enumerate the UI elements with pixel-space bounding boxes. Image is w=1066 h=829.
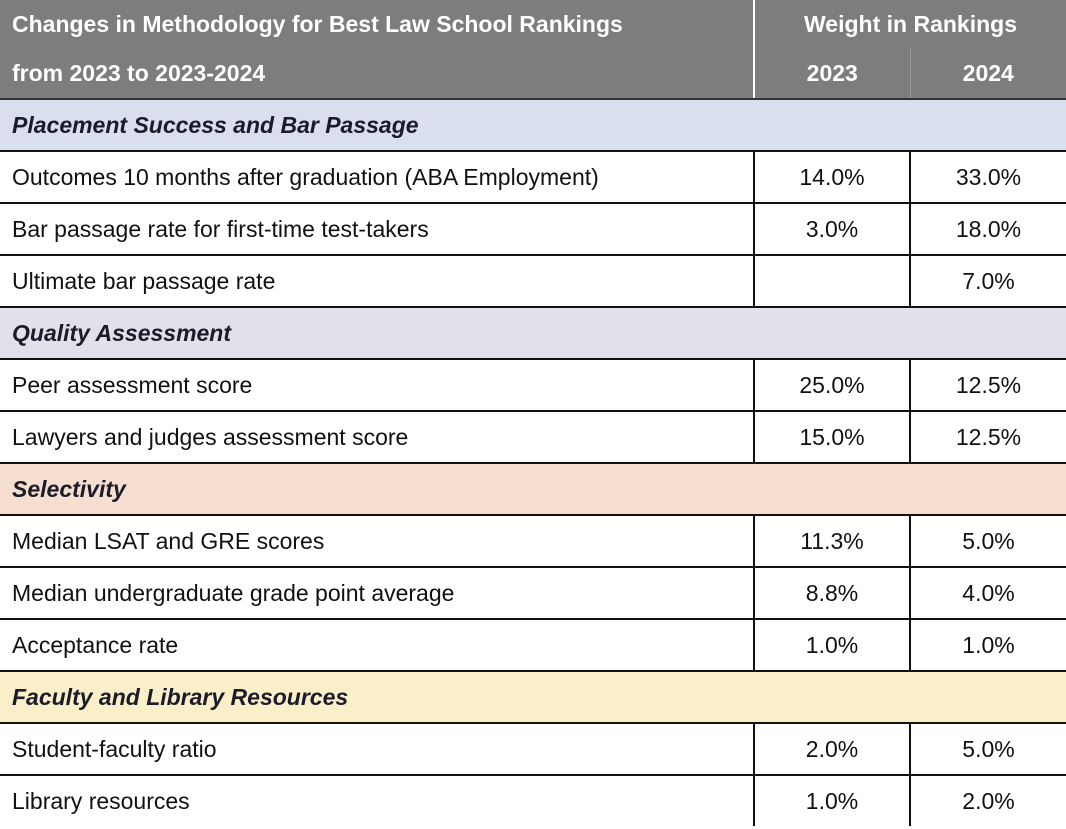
row-label: Ultimate bar passage rate (0, 254, 754, 307)
section-title: Faculty and Library Resources (0, 670, 1066, 723)
value-2023: 2.0% (753, 722, 910, 775)
year-2023-header: 2023 (753, 49, 910, 100)
table-row: Peer assessment score 25.0% 12.5% (0, 358, 1066, 411)
table-row: Ultimate bar passage rate 7.0% (0, 254, 1066, 307)
value-2023: 1.0% (753, 618, 910, 671)
value-2024: 5.0% (908, 514, 1066, 567)
value-2023: 25.0% (753, 358, 910, 411)
section-title: Selectivity (0, 462, 1066, 515)
value-2024: 4.0% (908, 566, 1066, 619)
value-2024: 7.0% (908, 254, 1066, 307)
value-2023: 1.0% (753, 774, 910, 826)
table-row: Outcomes 10 months after graduation (ABA… (0, 150, 1066, 203)
table-row: Lawyers and judges assessment score 15.0… (0, 410, 1066, 463)
table-row: Student-faculty ratio 2.0% 5.0% (0, 722, 1066, 775)
row-label: Student-faculty ratio (0, 722, 754, 775)
weight-header: Weight in Rankings (752, 0, 1066, 49)
table-row: Library resources 1.0% 2.0% (0, 774, 1066, 826)
row-label: Peer assessment score (0, 358, 754, 411)
value-2024: 2.0% (908, 774, 1066, 826)
value-2023: 3.0% (753, 202, 910, 255)
value-2024: 5.0% (908, 722, 1066, 775)
value-2023: 15.0% (753, 410, 910, 463)
section-header-quality: Quality Assessment (0, 306, 1066, 359)
row-label: Outcomes 10 months after graduation (ABA… (0, 150, 754, 203)
section-title: Quality Assessment (0, 306, 1066, 359)
section-header-selectivity: Selectivity (0, 462, 1066, 515)
value-2024: 12.5% (908, 410, 1066, 463)
table-row: Acceptance rate 1.0% 1.0% (0, 618, 1066, 671)
value-2023: 14.0% (753, 150, 910, 203)
row-label: Library resources (0, 774, 754, 826)
value-2024: 12.5% (908, 358, 1066, 411)
year-2024-header: 2024 (909, 49, 1066, 100)
section-header-faculty: Faculty and Library Resources (0, 670, 1066, 723)
section-title: Placement Success and Bar Passage (0, 98, 1066, 151)
table-title-line2: from 2023 to 2023-2024 (0, 49, 754, 100)
table-row: Median undergraduate grade point average… (0, 566, 1066, 619)
row-label: Median LSAT and GRE scores (0, 514, 754, 567)
value-2024: 33.0% (908, 150, 1066, 203)
value-2024: 1.0% (908, 618, 1066, 671)
table-row: Bar passage rate for first-time test-tak… (0, 202, 1066, 255)
table-header: Changes in Methodology for Best Law Scho… (0, 0, 1066, 100)
row-label: Lawyers and judges assessment score (0, 410, 754, 463)
value-2023: 8.8% (753, 566, 910, 619)
table-row: Median LSAT and GRE scores 11.3% 5.0% (0, 514, 1066, 567)
table-title-line1: Changes in Methodology for Best Law Scho… (0, 0, 754, 49)
row-label: Median undergraduate grade point average (0, 566, 754, 619)
value-2024: 18.0% (908, 202, 1066, 255)
row-label: Acceptance rate (0, 618, 754, 671)
value-2023 (753, 254, 910, 307)
section-header-placement: Placement Success and Bar Passage (0, 98, 1066, 151)
row-label: Bar passage rate for first-time test-tak… (0, 202, 754, 255)
value-2023: 11.3% (753, 514, 910, 567)
